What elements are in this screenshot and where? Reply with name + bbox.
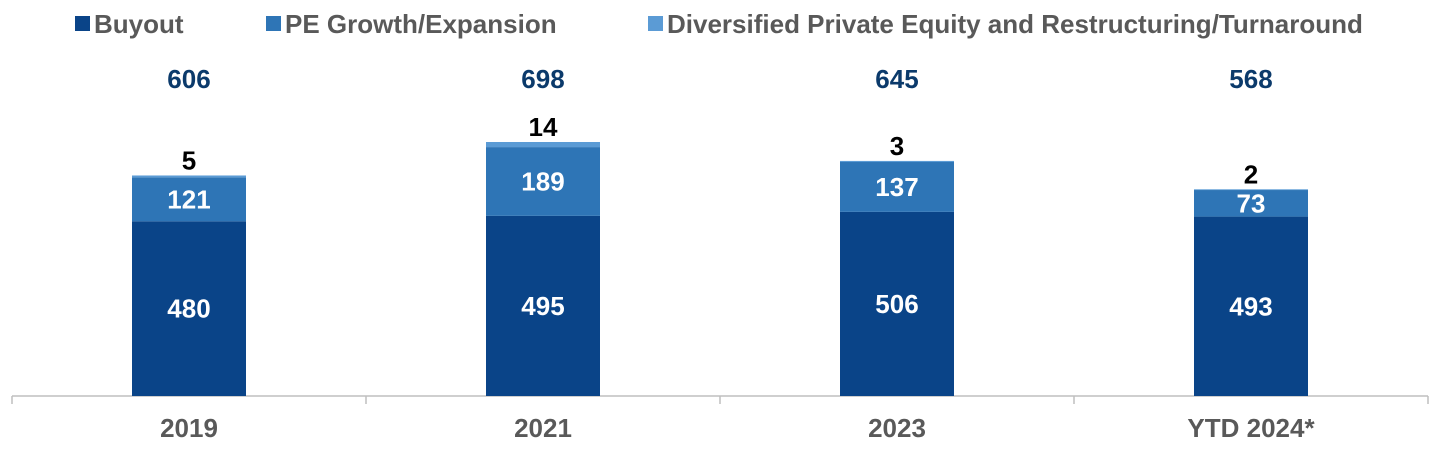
- legend-item-buyout: Buyout: [75, 9, 184, 39]
- bar-segment-pe-growth: [132, 177, 246, 222]
- legend-label-diversified: Diversified Private Equity and Restructu…: [667, 9, 1363, 39]
- total-label: 645: [875, 64, 918, 94]
- x-tick-label: YTD 2024*: [1187, 413, 1315, 443]
- data-label: 73: [1237, 188, 1266, 218]
- data-label: 137: [875, 172, 918, 202]
- bar-segment-buyout: [1194, 216, 1308, 396]
- bar-segment-diversified: [840, 160, 954, 163]
- plot-area: 480 121 5 606 2019 495 189 14 698 2021 506 137 3 645 2…: [11, 64, 1429, 443]
- bar-segment-diversified: [486, 142, 600, 148]
- legend-swatch-diversified: [648, 16, 663, 31]
- total-label: 568: [1229, 64, 1272, 94]
- bar-segment-diversified: [1194, 189, 1308, 191]
- legend-swatch-buyout: [75, 16, 90, 31]
- bar-segment-buyout: [486, 215, 600, 396]
- bar-segment-diversified: [132, 175, 246, 178]
- bar-segment-pe-growth: [1194, 190, 1308, 217]
- data-label: 2: [1244, 159, 1258, 189]
- x-tick-label: 2023: [868, 413, 926, 443]
- data-label: 3: [890, 131, 904, 161]
- data-label: 189: [521, 166, 564, 196]
- legend-item-diversified: Diversified Private Equity and Restructu…: [648, 9, 1363, 39]
- data-label: 121: [167, 184, 210, 214]
- bar-segment-buyout: [840, 211, 954, 396]
- total-label: 698: [521, 64, 564, 94]
- legend-swatch-pe-growth: [266, 16, 281, 31]
- x-tick-label: 2021: [514, 413, 572, 443]
- bar-segment-pe-growth: [840, 162, 954, 212]
- total-label: 606: [167, 64, 210, 94]
- x-tick-label: 2019: [160, 413, 218, 443]
- bar-segment-pe-growth: [486, 147, 600, 216]
- data-label: 14: [529, 112, 558, 142]
- legend-label-buyout: Buyout: [94, 9, 184, 39]
- legend-label-pe-growth: PE Growth/Expansion: [285, 9, 557, 39]
- data-label: 495: [521, 291, 564, 321]
- data-label: 493: [1229, 291, 1272, 321]
- data-label: 480: [167, 294, 210, 324]
- legend-item-pe-growth: PE Growth/Expansion: [266, 9, 557, 39]
- data-label: 506: [875, 289, 918, 319]
- bar-segment-buyout: [132, 221, 246, 396]
- data-label: 5: [182, 145, 196, 175]
- legend: Buyout PE Growth/Expansion Diversified P…: [75, 9, 1363, 39]
